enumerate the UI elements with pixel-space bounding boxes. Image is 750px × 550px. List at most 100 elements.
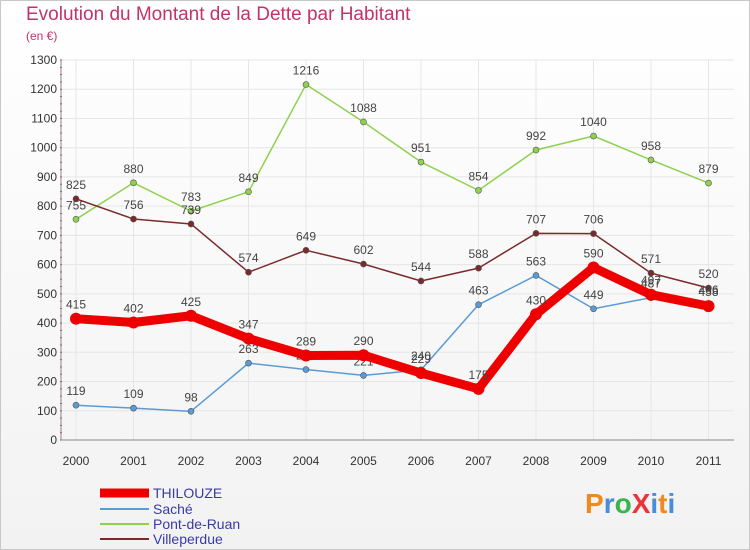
data-point-sach- <box>130 404 137 412</box>
data-label-pont-de-ruan: 1216 <box>293 64 320 78</box>
data-label-pont-de-ruan: 849 <box>238 171 258 185</box>
data-point-thilouze <box>357 349 370 362</box>
data-label-sach-: 240 <box>411 349 431 363</box>
data-point-pont-de-ruan <box>647 156 655 164</box>
data-point-villeperdue <box>302 246 310 254</box>
data-label-villeperdue: 756 <box>123 198 143 212</box>
data-point-sach- <box>302 366 310 373</box>
data-label-sach-: 119 <box>66 384 85 398</box>
x-tick-label: 2011 <box>696 454 722 468</box>
data-label-thilouze: 415 <box>66 298 86 312</box>
data-label-pont-de-ruan: 880 <box>123 162 143 176</box>
y-tick-label: 700 <box>37 228 57 242</box>
data-point-villeperdue <box>130 215 137 223</box>
legend-label: THILOUZE <box>153 485 222 501</box>
series-line-pont-de-ruan <box>75 83 710 221</box>
data-point-pont-de-ruan <box>475 187 482 194</box>
x-tick-label: 2002 <box>178 454 205 468</box>
data-point-sach- <box>360 372 367 379</box>
data-label-villeperdue: 520 <box>698 267 718 281</box>
data-point-villeperdue <box>475 264 482 272</box>
data-label-sach-: 449 <box>583 288 603 302</box>
data-label-villeperdue: 574 <box>238 251 258 265</box>
data-label-sach-: 563 <box>526 254 546 268</box>
data-point-pont-de-ruan <box>417 158 425 166</box>
series-line-villeperdue <box>75 198 710 289</box>
data-point-pont-de-ruan <box>705 179 712 187</box>
data-point-pont-de-ruan <box>532 146 540 154</box>
data-point-thilouze <box>472 382 485 395</box>
y-tick-label: 100 <box>37 404 57 418</box>
data-label-pont-de-ruan: 951 <box>411 141 431 155</box>
data-label-thilouze: 458 <box>698 285 718 299</box>
data-label-thilouze: 229 <box>411 352 431 366</box>
data-point-villeperdue <box>532 230 540 237</box>
data-point-pont-de-ruan <box>590 132 597 140</box>
data-label-sach-: 109 <box>123 387 143 401</box>
series-line-thilouze <box>71 263 713 394</box>
data-label-villeperdue: 825 <box>66 178 86 192</box>
y-tick-label: 500 <box>37 287 57 301</box>
x-tick-label: 2004 <box>293 454 320 468</box>
data-point-pont-de-ruan <box>245 188 252 196</box>
x-tick-label: 2003 <box>235 454 262 468</box>
x-tick-label: 2001 <box>120 454 147 468</box>
data-label-thilouze: 590 <box>583 247 603 261</box>
data-label-thilouze: 347 <box>238 318 258 332</box>
chart-subtitle: (en €) <box>26 29 58 43</box>
y-tick-label: 200 <box>37 375 57 389</box>
data-point-pont-de-ruan <box>360 118 367 126</box>
y-tick-label: 1000 <box>30 141 57 155</box>
data-point-pont-de-ruan <box>72 216 80 223</box>
data-point-villeperdue <box>590 230 597 237</box>
data-point-thilouze <box>242 332 255 345</box>
data-label-villeperdue: 588 <box>468 247 488 261</box>
data-label-thilouze: 175 <box>468 368 488 382</box>
y-tick-label: 1200 <box>30 82 57 96</box>
x-tick-label: 2005 <box>350 454 377 468</box>
data-label-villeperdue: 602 <box>353 243 373 257</box>
x-tick-label: 2007 <box>465 454 492 468</box>
legend-label: Pont-de-Ruan <box>153 516 240 532</box>
y-tick-label: 1300 <box>30 53 57 67</box>
data-label-sach-: 466 <box>698 283 718 297</box>
legend-label: Villeperdue <box>153 531 223 547</box>
data-label-pont-de-ruan: 958 <box>641 139 661 153</box>
y-tick-label: 1100 <box>31 111 57 125</box>
data-label-sach-: 98 <box>184 390 198 404</box>
data-point-villeperdue <box>360 260 367 268</box>
proxiti-logo: ProXiti <box>585 488 676 519</box>
data-point-thilouze <box>127 316 140 329</box>
data-point-villeperdue <box>417 277 425 285</box>
data-point-thilouze <box>587 261 600 274</box>
data-point-sach- <box>72 401 80 409</box>
data-label-pont-de-ruan: 854 <box>468 169 488 183</box>
data-point-pont-de-ruan <box>130 179 137 187</box>
data-label-villeperdue: 707 <box>526 212 546 226</box>
data-label-sach-: 263 <box>238 342 258 356</box>
data-point-sach- <box>187 408 195 415</box>
data-label-sach-: 463 <box>468 284 488 298</box>
data-label-sach-: 487 <box>641 277 661 291</box>
data-label-villeperdue: 649 <box>296 229 316 243</box>
data-point-thilouze <box>300 349 312 362</box>
data-label-villeperdue: 706 <box>583 213 603 227</box>
x-tick-label: 2006 <box>408 454 435 468</box>
data-label-pont-de-ruan: 1088 <box>350 101 377 115</box>
chart-title: Evolution du Montant de la Dette par Hab… <box>26 4 411 25</box>
data-label-pont-de-ruan: 879 <box>698 162 718 176</box>
data-point-villeperdue <box>245 268 252 276</box>
data-label-pont-de-ruan: 1040 <box>580 115 607 129</box>
data-point-villeperdue <box>187 220 195 228</box>
data-label-pont-de-ruan: 783 <box>181 190 201 204</box>
data-label-pont-de-ruan: 755 <box>66 198 86 212</box>
data-label-villeperdue: 544 <box>411 260 431 274</box>
data-point-pont-de-ruan <box>187 207 195 215</box>
data-label-thilouze: 290 <box>353 334 373 348</box>
data-point-villeperdue <box>705 284 712 292</box>
data-point-sach- <box>532 272 540 279</box>
data-point-sach- <box>245 359 252 367</box>
data-label-villeperdue: 571 <box>641 252 661 266</box>
data-label-villeperdue: 739 <box>181 203 201 217</box>
